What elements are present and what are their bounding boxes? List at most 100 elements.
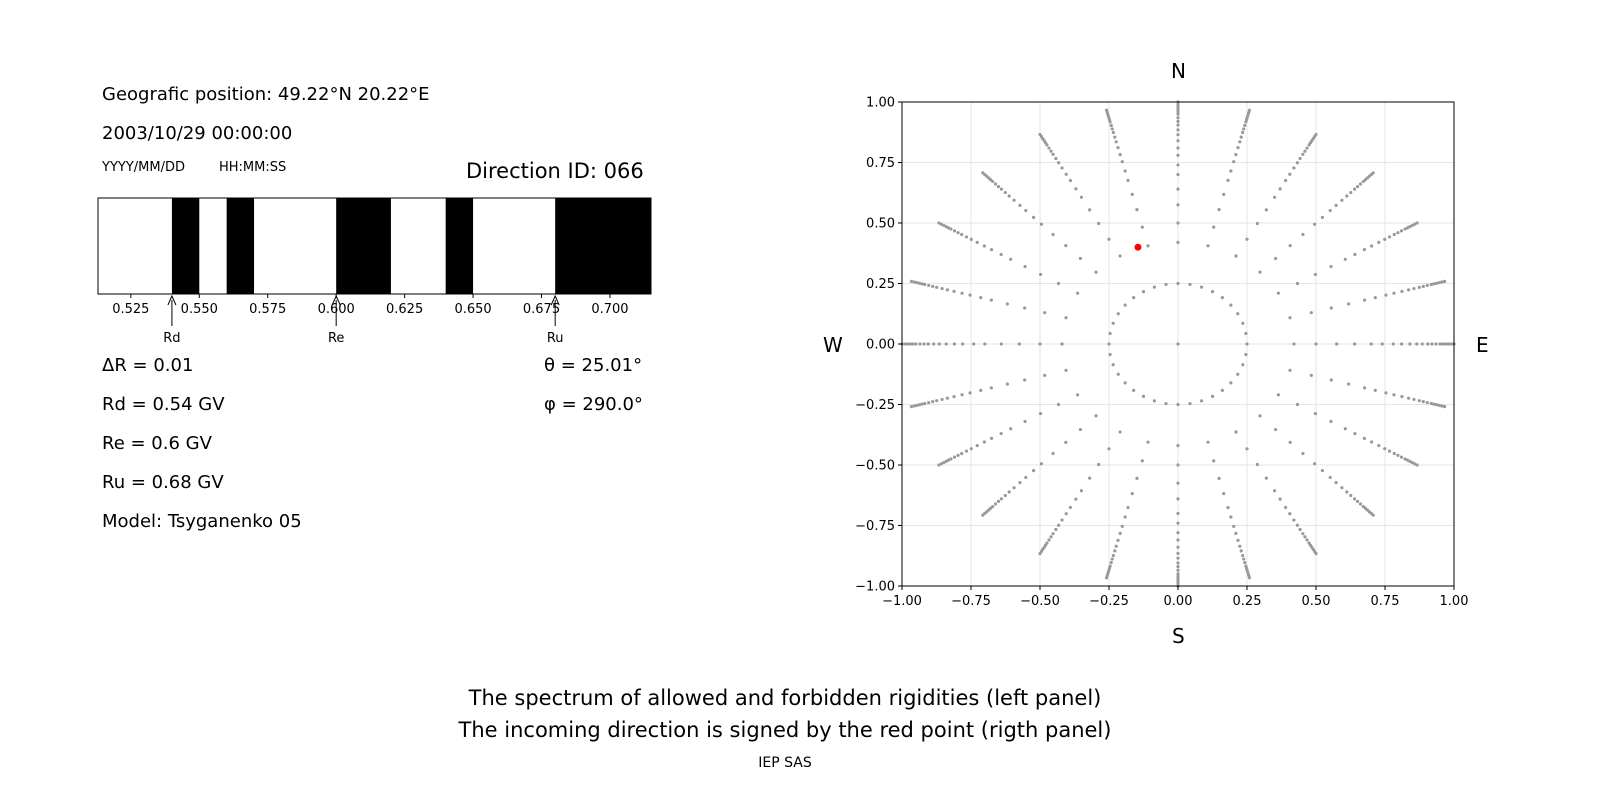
- trajectory-point: [1012, 486, 1016, 490]
- trajectory-point: [1377, 240, 1381, 244]
- trajectory-point: [1343, 257, 1347, 261]
- y-tick-label: 1.00: [866, 96, 895, 111]
- trajectory-point: [1442, 279, 1447, 283]
- trajectory-point: [1076, 393, 1080, 397]
- trajectory-point: [969, 447, 973, 451]
- trajectory-point: [1057, 161, 1061, 165]
- trajectory-point: [1434, 342, 1438, 346]
- time-format-label: HH:MM:SS: [219, 160, 287, 175]
- trajectory-point: [1241, 553, 1245, 558]
- trajectory-point: [1392, 232, 1396, 237]
- delta-r-value: ΔR = 0.01: [102, 355, 194, 376]
- trajectory-point: [1141, 290, 1146, 294]
- trajectory-point: [1328, 475, 1332, 480]
- y-tick-label: 0.00: [866, 338, 895, 353]
- trajectory-point: [1399, 229, 1404, 233]
- trajectory-point: [1176, 128, 1180, 132]
- trajectory-point: [1005, 302, 1009, 306]
- trajectory-point: [993, 502, 998, 506]
- trajectory-point: [1340, 198, 1344, 202]
- trajectory-point: [1314, 551, 1318, 556]
- forbidden-band: [226, 198, 255, 294]
- trajectory-point: [1371, 171, 1375, 175]
- trajectory-point: [1264, 208, 1268, 212]
- trajectory-point: [1031, 215, 1036, 219]
- trajectory-point: [1176, 240, 1180, 244]
- trajectory-point: [1355, 184, 1360, 189]
- trajectory-point: [1114, 544, 1118, 548]
- trajectory-point: [1146, 244, 1150, 248]
- trajectory-point: [979, 296, 983, 300]
- trajectory-point: [1380, 342, 1384, 346]
- trajectory-point: [1236, 146, 1240, 150]
- trajectory-point: [1060, 518, 1064, 522]
- trajectory-point: [923, 401, 927, 406]
- trajectory-point: [1340, 486, 1344, 490]
- trajectory-point: [1396, 231, 1400, 235]
- trajectory-point: [1206, 440, 1210, 444]
- trajectory-point: [1358, 502, 1363, 506]
- trajectory-point: [1176, 568, 1180, 572]
- trajectory-point: [942, 223, 946, 228]
- trajectory-point: [1437, 281, 1441, 285]
- trajectory-point: [1023, 264, 1027, 269]
- trajectory-point: [960, 232, 964, 237]
- trajectory-point: [1415, 342, 1419, 346]
- trajectory-point: [1345, 490, 1349, 494]
- trajectory-point: [1220, 296, 1224, 300]
- trajectory-point: [956, 453, 960, 457]
- trajectory-point: [1329, 419, 1333, 424]
- trajectory-point: [1241, 321, 1245, 325]
- trajectory-point: [1239, 135, 1243, 139]
- trajectory-point: [1328, 208, 1332, 213]
- trajectory-point: [996, 184, 1001, 189]
- x-tick-label: 0.525: [112, 302, 149, 317]
- trajectory-point: [917, 403, 922, 407]
- trajectory-point: [1425, 400, 1429, 405]
- trajectory-point: [949, 227, 953, 231]
- trajectory-point: [1234, 430, 1238, 434]
- trajectory-point: [961, 342, 965, 346]
- trajectory-point: [1064, 244, 1068, 248]
- trajectory-point: [1068, 505, 1072, 510]
- model-name: Model: Tsyganenko 05: [102, 511, 302, 532]
- trajectory-point: [1313, 462, 1317, 466]
- trajectory-point: [1057, 523, 1061, 527]
- trajectory-point: [1039, 222, 1043, 226]
- trajectory-point: [1229, 169, 1233, 173]
- trajectory-point: [1245, 342, 1249, 346]
- trajectory-point: [1176, 463, 1180, 467]
- trajectory-point: [1305, 538, 1309, 542]
- trajectory-point: [1229, 381, 1233, 385]
- trajectory-point: [1238, 140, 1242, 144]
- trajectory-point: [1113, 549, 1117, 553]
- trajectory-point: [1123, 303, 1127, 307]
- trajectory-point: [956, 231, 960, 235]
- trajectory-point: [1403, 227, 1407, 231]
- trajectory-point: [1353, 342, 1357, 346]
- datetime: 2003/10/29 00:00:00: [102, 123, 293, 144]
- trajectory-point: [1343, 427, 1347, 431]
- trajectory-point: [1079, 195, 1083, 199]
- trajectory-point: [1244, 352, 1248, 357]
- trajectory-point: [1135, 476, 1139, 481]
- trajectory-point: [1335, 342, 1339, 346]
- trajectory-point: [1038, 551, 1042, 556]
- trajectory-point: [1176, 565, 1180, 569]
- x-tick-label: 1.00: [1440, 594, 1469, 609]
- trajectory-point: [1410, 223, 1414, 228]
- trajectory-point: [1116, 372, 1120, 376]
- trajectory-point: [1392, 393, 1396, 397]
- trajectory-point: [1176, 102, 1180, 107]
- trajectory-point: [1298, 527, 1302, 532]
- trajectory-point: [1313, 272, 1318, 277]
- trajectory-point: [1097, 221, 1101, 226]
- trajectory-point: [1421, 400, 1425, 404]
- trajectory-point: [1362, 248, 1367, 252]
- trajectory-point: [1434, 281, 1439, 285]
- rd-value: Rd = 0.54 GV: [102, 394, 225, 415]
- trajectory-point: [1309, 373, 1313, 377]
- trajectory-point: [1176, 579, 1180, 583]
- x-tick-label: 0.50: [1302, 594, 1331, 609]
- trajectory-point: [1349, 190, 1353, 195]
